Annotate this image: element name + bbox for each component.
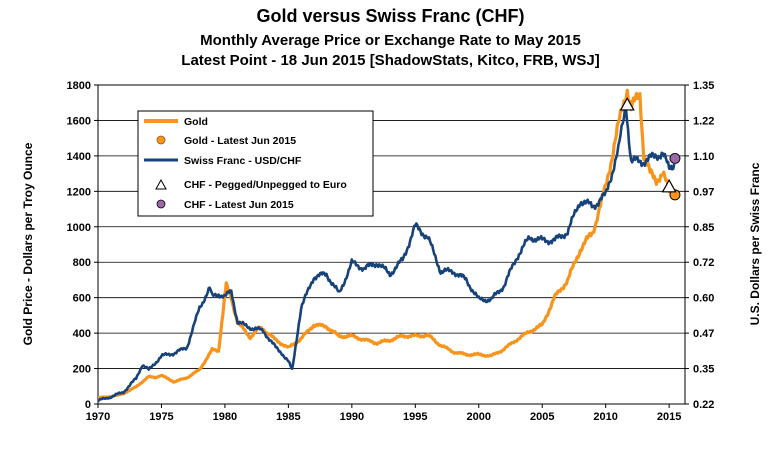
chf-peg-marker	[619, 97, 635, 111]
series-lines	[97, 88, 676, 402]
legend-label-gold-latest: Gold - Latest Jun 2015	[184, 135, 296, 147]
left-tick-label: 1800	[67, 80, 91, 92]
series-markers	[619, 97, 681, 201]
x-tick-label: 1980	[213, 411, 237, 423]
x-tick-label: 1995	[403, 411, 427, 423]
right-axis-title: U.S. Dollars per Swiss Franc	[748, 162, 762, 325]
right-tick-label: 0.60	[693, 293, 714, 305]
chf-series-line	[97, 107, 676, 402]
chf-peg-marker	[661, 178, 677, 193]
left-tick-label: 1600	[67, 115, 91, 127]
right-tick-label: 0.35	[693, 364, 714, 376]
legend-swatch-peg-triangle	[155, 178, 167, 190]
left-tick-label: 600	[73, 293, 91, 305]
right-tick-label: 0.97	[693, 186, 714, 198]
right-axis-ticks: 0.22 0.35 0.47 0.60 0.72 0.85 0.97 1.10 1.22 1.35	[685, 80, 714, 411]
left-tick-label: 1000	[67, 222, 91, 234]
right-tick-label: 0.72	[693, 257, 714, 269]
chart-subtitle: Monthly Average Price or Exchange Rate t…	[200, 32, 581, 49]
right-tick-label: 1.10	[693, 151, 714, 163]
legend: Gold Gold - Latest Jun 2015 Swiss Franc …	[137, 110, 374, 217]
x-tick-label: 2010	[593, 411, 617, 423]
right-tick-label: 1.35	[693, 80, 714, 92]
legend-swatch-gold-latest	[156, 135, 166, 145]
x-tick-label: 1985	[276, 411, 300, 423]
x-axis-ticks: 1970 1975 1980 1985 1990 1995 2000 2005 2010 2015	[86, 404, 681, 423]
legend-label-gold: Gold	[184, 116, 208, 128]
chart-title: Gold versus Swiss Franc (CHF)	[256, 6, 525, 26]
chf-latest-marker	[669, 152, 681, 164]
legend-box	[137, 110, 374, 217]
x-tick-label: 1970	[86, 411, 110, 423]
x-tick-label: 2000	[467, 411, 491, 423]
x-tick-label: 2015	[657, 411, 681, 423]
gold-series-line	[97, 88, 676, 400]
left-axis-ticks: 0 200 400 600 800 1000 1200 1400 1600 1800	[67, 80, 98, 411]
left-tick-label: 200	[73, 364, 91, 376]
x-tick-label: 2005	[530, 411, 554, 423]
legend-label-chf-latest: CHF - Latest Jun 2015	[184, 199, 294, 211]
legend-label-peg: CHF - Pegged/Unpegged to Euro	[184, 179, 347, 191]
left-tick-label: 1200	[67, 186, 91, 198]
left-tick-label: 0	[85, 399, 91, 411]
legend-label-chf: Swiss Franc - USD/CHF	[184, 155, 302, 167]
right-tick-label: 1.22	[693, 115, 714, 127]
chart-subtitle-2: Latest Point - 18 Jun 2015 [ShadowStats,…	[181, 52, 600, 69]
x-tick-label: 1990	[340, 411, 364, 423]
right-tick-label: 0.22	[693, 399, 714, 411]
left-axis-title: Gold Price - Dollars per Troy Ounce	[21, 142, 35, 345]
left-tick-label: 400	[73, 328, 91, 340]
left-tick-label: 800	[73, 257, 91, 269]
x-tick-label: 1975	[149, 411, 173, 423]
right-tick-label: 0.47	[693, 328, 714, 340]
right-tick-label: 0.85	[693, 222, 714, 234]
legend-swatch-chf-latest	[156, 199, 166, 209]
left-tick-label: 1400	[67, 151, 91, 163]
